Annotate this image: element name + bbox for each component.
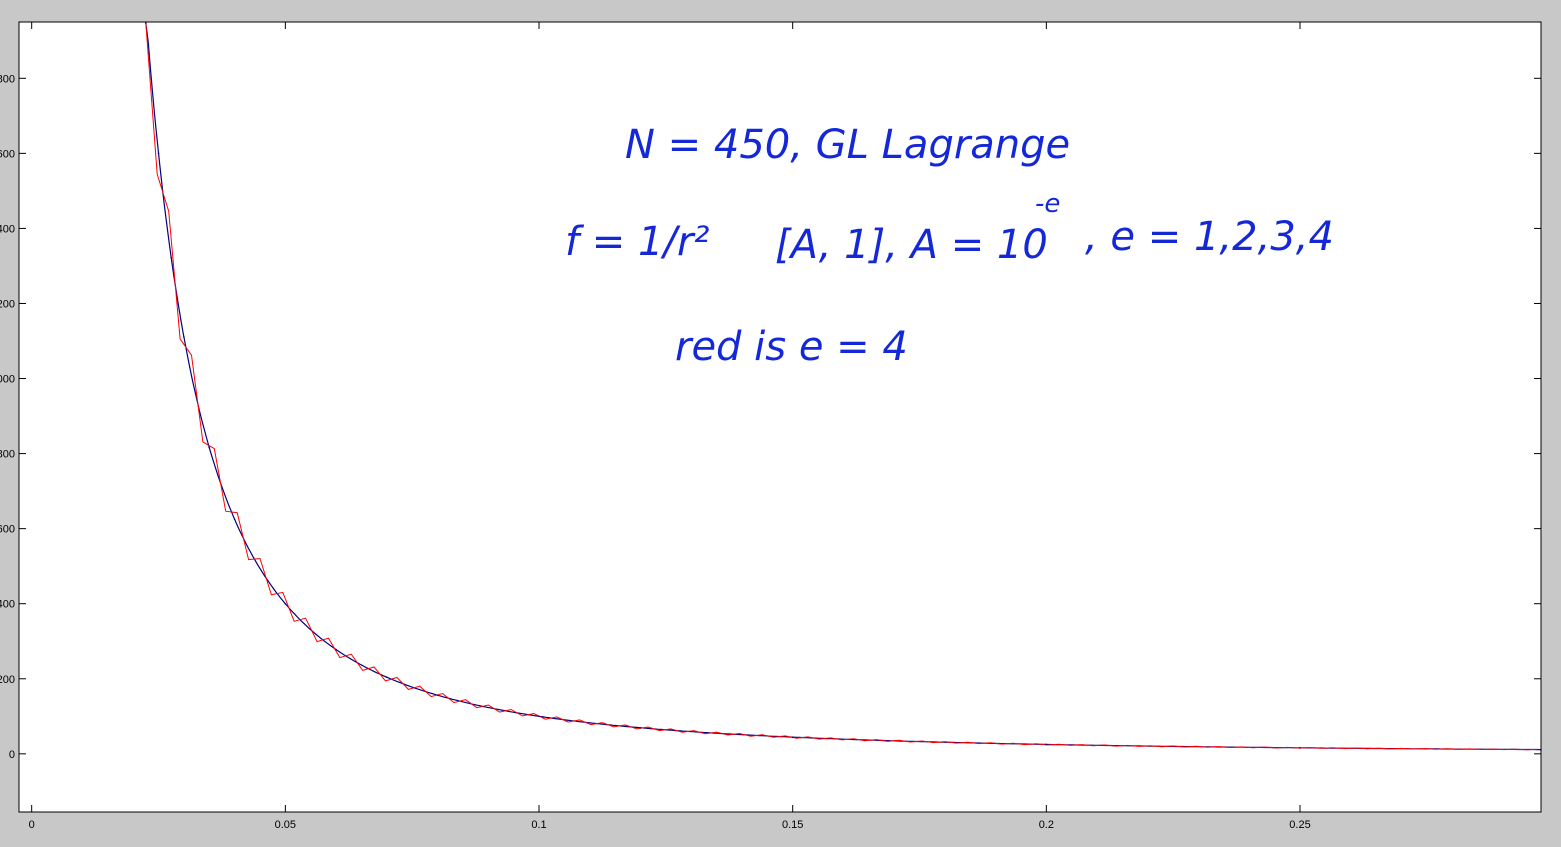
data-point	[170, 256, 172, 259]
data-point	[208, 446, 211, 449]
y-tick-label: 1800	[0, 73, 15, 85]
annotation-e-values: , e = 1,2,3,4	[1085, 214, 1334, 260]
y-tick-label: 1400	[0, 223, 15, 235]
data-point	[538, 715, 540, 718]
x-tick-label: 0.15	[782, 819, 803, 831]
y-tick-label: 0	[9, 749, 15, 761]
annotation-interval: [A, 1], A = 10	[775, 222, 1048, 268]
data-point	[791, 736, 794, 739]
data-point	[284, 602, 287, 605]
data-point	[157, 152, 160, 155]
y-tick-label: 400	[0, 599, 15, 611]
data-point	[1540, 748, 1542, 751]
y-tick-label: 600	[0, 524, 15, 536]
data-point	[639, 727, 642, 729]
x-tick-label: 0.1	[531, 819, 546, 831]
annotation-function: f = 1/r²	[565, 219, 709, 265]
data-point	[1045, 743, 1048, 746]
annotation-line3: red is e = 4	[675, 324, 908, 370]
data-point	[183, 336, 185, 338]
y-tick-label: 200	[0, 674, 15, 686]
x-tick-label: 0.2	[1039, 819, 1054, 831]
data-point	[233, 518, 236, 521]
data-point	[145, 22, 147, 24]
x-tick-label: 0.25	[1289, 819, 1310, 831]
x-tick-label: 0.05	[275, 819, 296, 831]
handwritten-annotation: N = 450, GL Lagrange f = 1/r² [A, 1], A …	[565, 122, 1334, 370]
plot-area	[18, 21, 1542, 813]
y-tick-label: 1200	[0, 298, 15, 310]
series-group	[145, 22, 1542, 751]
data-point	[436, 694, 439, 697]
annotation-line1: N = 450, GL Lagrange	[625, 122, 1070, 168]
annotation-exponent: -e	[1035, 189, 1060, 219]
y-tick-label: 1000	[0, 374, 15, 386]
data-point	[1299, 747, 1301, 749]
y-tick-label: 1600	[0, 148, 15, 160]
y-tick-label: 800	[0, 449, 15, 461]
axis-ticks: 0 0.05 0.1 0.15 0.2 0.25 0 200 400 600 800 1000 1200…	[0, 22, 1541, 831]
data-point	[386, 676, 388, 679]
data-point	[335, 648, 337, 651]
series-line-e4	[145, 22, 1539, 751]
x-tick-label: 0	[29, 819, 35, 831]
